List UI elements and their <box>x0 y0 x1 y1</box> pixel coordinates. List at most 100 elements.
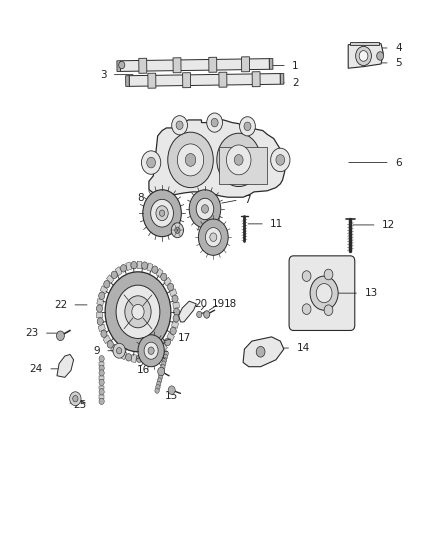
Polygon shape <box>142 354 147 362</box>
Polygon shape <box>156 268 163 278</box>
Polygon shape <box>96 312 103 318</box>
Circle shape <box>105 272 171 352</box>
Polygon shape <box>252 72 260 87</box>
Circle shape <box>189 190 221 228</box>
Circle shape <box>211 118 218 127</box>
Circle shape <box>158 367 165 376</box>
Text: 11: 11 <box>270 219 283 229</box>
Circle shape <box>377 52 384 60</box>
Text: 22: 22 <box>54 300 67 310</box>
Circle shape <box>201 205 208 213</box>
Circle shape <box>57 331 64 341</box>
Text: 8: 8 <box>137 193 144 203</box>
Circle shape <box>155 388 159 393</box>
Polygon shape <box>57 354 74 377</box>
Text: 25: 25 <box>73 400 86 410</box>
Polygon shape <box>173 302 180 309</box>
Polygon shape <box>173 58 181 73</box>
Polygon shape <box>131 354 137 362</box>
Circle shape <box>99 292 105 300</box>
Circle shape <box>131 261 137 269</box>
Circle shape <box>158 375 162 380</box>
Circle shape <box>99 379 104 385</box>
Circle shape <box>177 144 204 176</box>
Circle shape <box>168 283 174 290</box>
Circle shape <box>138 335 164 367</box>
Text: 17: 17 <box>178 334 191 343</box>
Circle shape <box>152 266 158 273</box>
Circle shape <box>310 276 338 310</box>
Text: 16: 16 <box>137 366 150 375</box>
Circle shape <box>210 233 217 241</box>
Circle shape <box>161 273 167 281</box>
Text: 21: 21 <box>131 293 145 302</box>
Circle shape <box>156 206 168 221</box>
Polygon shape <box>139 58 147 74</box>
Polygon shape <box>149 120 285 197</box>
Polygon shape <box>170 289 177 297</box>
Circle shape <box>125 296 151 328</box>
Circle shape <box>104 280 110 288</box>
Circle shape <box>164 338 170 346</box>
Circle shape <box>117 348 122 354</box>
Circle shape <box>96 305 102 312</box>
Text: 12: 12 <box>382 220 395 230</box>
Text: 10: 10 <box>207 239 220 248</box>
Circle shape <box>163 354 168 359</box>
Circle shape <box>316 284 332 303</box>
Circle shape <box>159 210 165 216</box>
Circle shape <box>132 304 144 319</box>
Text: 7: 7 <box>244 195 251 205</box>
Circle shape <box>205 228 221 247</box>
Polygon shape <box>171 321 179 328</box>
Circle shape <box>226 145 251 175</box>
Circle shape <box>136 355 142 362</box>
Bar <box>350 42 379 45</box>
Circle shape <box>160 368 164 373</box>
Circle shape <box>116 285 160 338</box>
Circle shape <box>116 349 122 356</box>
Circle shape <box>185 154 196 166</box>
Polygon shape <box>160 342 167 351</box>
Circle shape <box>156 385 160 390</box>
Circle shape <box>119 61 125 69</box>
Circle shape <box>101 330 107 337</box>
Text: 24: 24 <box>30 364 43 374</box>
Polygon shape <box>120 351 127 360</box>
Circle shape <box>173 314 179 322</box>
Polygon shape <box>148 73 156 88</box>
Polygon shape <box>106 274 114 284</box>
Text: 23: 23 <box>25 328 39 338</box>
Circle shape <box>240 117 255 136</box>
Bar <box>99 362 104 366</box>
Polygon shape <box>179 301 196 322</box>
Polygon shape <box>164 277 171 286</box>
Circle shape <box>175 227 180 233</box>
Circle shape <box>162 358 167 363</box>
FancyBboxPatch shape <box>289 256 355 330</box>
Circle shape <box>173 308 180 316</box>
Circle shape <box>356 46 371 66</box>
Text: 15: 15 <box>165 391 178 401</box>
Circle shape <box>157 378 162 383</box>
Polygon shape <box>137 261 141 269</box>
Circle shape <box>359 51 368 61</box>
Polygon shape <box>209 57 217 72</box>
Bar <box>219 147 267 184</box>
Polygon shape <box>117 61 120 71</box>
Circle shape <box>147 157 155 168</box>
Circle shape <box>197 311 202 318</box>
Circle shape <box>126 353 132 361</box>
Polygon shape <box>280 74 284 84</box>
Circle shape <box>113 343 125 358</box>
Circle shape <box>324 269 333 280</box>
Bar <box>99 376 104 380</box>
Circle shape <box>141 151 161 174</box>
Text: 2: 2 <box>292 78 299 87</box>
Polygon shape <box>115 266 122 276</box>
Polygon shape <box>241 57 250 72</box>
Circle shape <box>107 341 113 348</box>
Polygon shape <box>219 72 227 87</box>
Circle shape <box>204 311 210 318</box>
Polygon shape <box>120 59 269 71</box>
